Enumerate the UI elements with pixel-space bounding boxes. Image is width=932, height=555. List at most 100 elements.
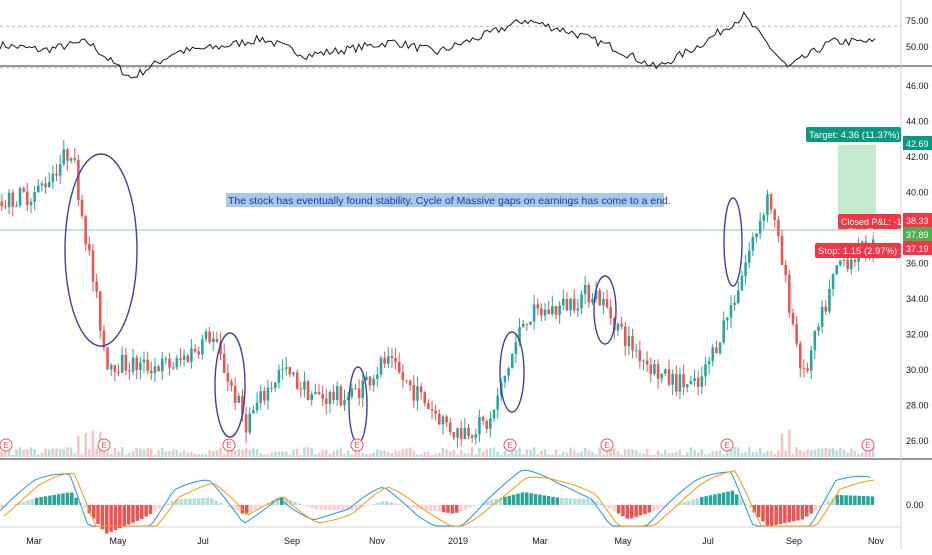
- macd-histogram-bar: [665, 505, 669, 507]
- macd-histogram-bar: [301, 505, 306, 506]
- closed-price-box: [903, 213, 932, 227]
- volume-bar: [594, 454, 598, 457]
- rsi-panel[interactable]: [0, 11, 901, 79]
- volume-bar: [583, 447, 587, 457]
- volume-bar: [558, 454, 561, 457]
- volume-bar: [248, 449, 252, 457]
- candle-body: [120, 354, 124, 373]
- macd-histogram-bar: [214, 500, 218, 505]
- candle-body: [7, 192, 11, 208]
- volume-bar: [434, 453, 437, 457]
- volume-bar: [478, 447, 481, 457]
- earnings-marker[interactable]: E: [97, 438, 111, 452]
- candle-body: [507, 368, 510, 376]
- earnings-marker[interactable]: E: [350, 438, 364, 452]
- annotation-callout[interactable]: The stock has eventually found stability…: [226, 193, 671, 207]
- volume-bar: [15, 449, 18, 457]
- candle-body: [281, 368, 284, 370]
- macd-histogram-bar: [542, 495, 546, 505]
- volume-bar: [675, 452, 678, 457]
- candle-body: [212, 338, 215, 342]
- macd-histogram-bar: [848, 495, 853, 505]
- macd-histogram-bar: [140, 505, 144, 519]
- macd-histogram-bar: [231, 505, 236, 510]
- macd-histogram-bar: [520, 492, 525, 505]
- macd-histogram-bar: [170, 501, 175, 505]
- candle-body: [102, 330, 106, 348]
- candle-body: [317, 392, 321, 395]
- volume-bar: [758, 447, 762, 457]
- earnings-gap-circles[interactable]: [64, 153, 743, 444]
- volume-bar: [281, 451, 284, 457]
- volume-bar: [489, 448, 492, 457]
- candle-body: [368, 376, 372, 386]
- candle-body: [529, 321, 532, 325]
- volume-bar: [645, 449, 649, 457]
- volume-bar: [157, 450, 160, 457]
- macd-histogram-bar: [564, 498, 568, 505]
- volume-bar: [397, 451, 401, 457]
- candle-body: [168, 358, 171, 368]
- candle-body: [376, 374, 379, 379]
- candle-body: [226, 372, 230, 382]
- macd-histogram-bar: [638, 505, 643, 516]
- macd-histogram-bar: [363, 505, 367, 507]
- volume-bar: [802, 451, 806, 457]
- candle-body: [828, 288, 831, 312]
- macd-panel[interactable]: [0, 469, 875, 534]
- earnings-marker[interactable]: E: [861, 438, 875, 452]
- macd-histogram-bar: [258, 505, 262, 508]
- volume-bar: [11, 454, 15, 457]
- volume-bar: [459, 449, 463, 457]
- candle-body: [263, 391, 266, 401]
- candle-body: [233, 385, 237, 403]
- candle-body: [678, 374, 682, 392]
- price-tick-label: 40.00: [906, 188, 929, 198]
- volume-bar: [84, 433, 87, 457]
- volume-bar: [667, 453, 671, 457]
- candle-body: [510, 353, 514, 369]
- macd-histogram-bar: [126, 505, 131, 525]
- candle-body: [117, 371, 120, 373]
- macd-histogram-bar: [503, 496, 507, 505]
- candle-body: [780, 236, 784, 266]
- target-label-box: [806, 127, 901, 142]
- gap-highlight-ellipse[interactable]: [64, 153, 138, 347]
- current-price: 37.89: [906, 230, 929, 240]
- macd-histogram-bar: [660, 505, 665, 509]
- candle-body: [390, 356, 394, 358]
- target-label: Target: 4.36 (11.37%) 436: [809, 130, 918, 141]
- earnings-marker[interactable]: E: [720, 438, 734, 452]
- price-panel[interactable]: [0, 140, 875, 457]
- volume-bar: [642, 453, 645, 457]
- macd-histogram-bar: [603, 505, 608, 507]
- volume-bar: [263, 454, 266, 457]
- volume-bar: [372, 453, 375, 457]
- macd-histogram-bar: [748, 505, 752, 508]
- volume-bar: [500, 454, 503, 457]
- gap-highlight-ellipse[interactable]: [593, 275, 617, 345]
- earnings-marker[interactable]: E: [222, 438, 236, 452]
- volume-bar: [252, 448, 255, 457]
- gap-highlight-ellipse[interactable]: [723, 197, 743, 287]
- volume-bar: [587, 450, 591, 457]
- candle-body: [401, 372, 405, 381]
- volume-bar: [33, 449, 36, 457]
- macd-histogram-bar: [415, 505, 420, 509]
- earnings-marker[interactable]: E: [0, 438, 13, 452]
- candle-body: [197, 351, 200, 355]
- macd-histogram-bar: [853, 495, 857, 505]
- volume-bar: [769, 451, 773, 457]
- macd-histogram-bar: [70, 492, 74, 505]
- earnings-marker[interactable]: E: [600, 438, 614, 452]
- macd-histogram-bar: [476, 504, 481, 506]
- gap-highlight-ellipse[interactable]: [214, 332, 246, 438]
- candle-body: [266, 387, 270, 401]
- gap-highlight-ellipse[interactable]: [499, 331, 525, 413]
- earnings-marker[interactable]: E: [503, 438, 517, 452]
- position-labels[interactable]: Target: 4.36 (11.37%) 436 Closed P&L: -1…: [806, 127, 932, 258]
- macd-histogram-bar: [643, 505, 647, 515]
